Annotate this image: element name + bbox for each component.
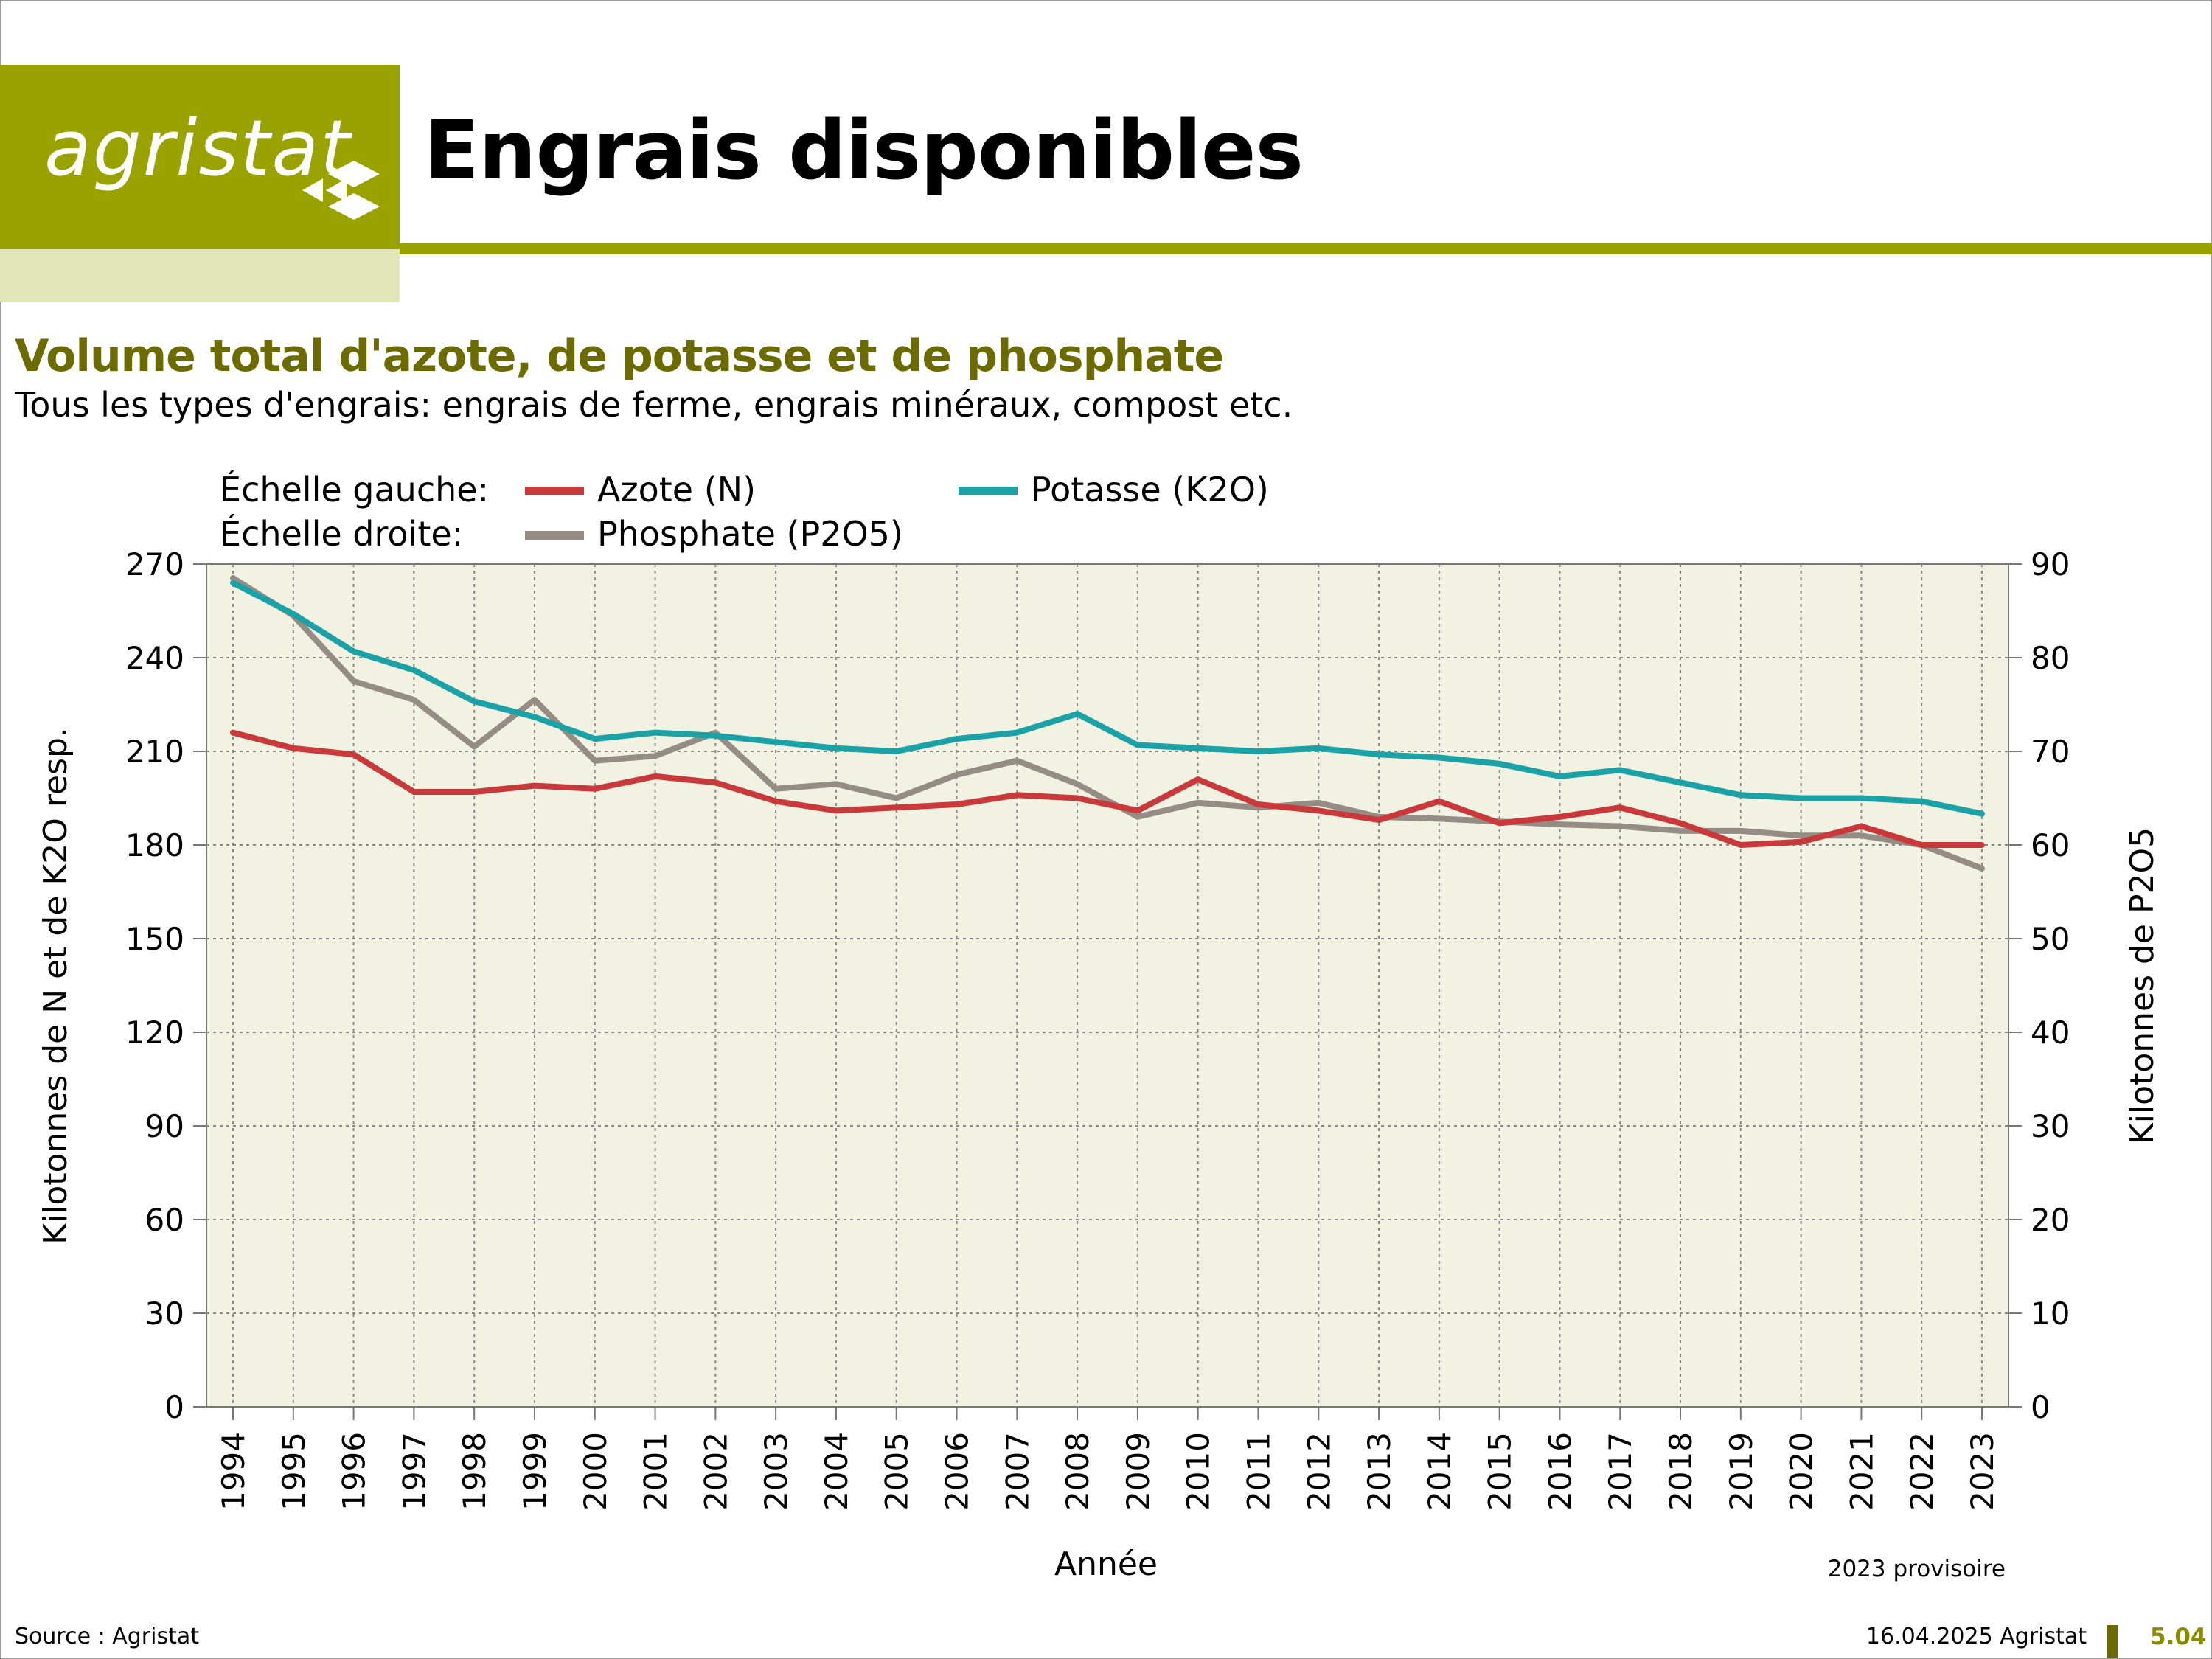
y-tick-label-right: 60 bbox=[2031, 827, 2070, 863]
x-tick-label: 2022 bbox=[1904, 1432, 1940, 1511]
y-tick-label-right: 20 bbox=[2031, 1202, 2070, 1238]
source-note: Source : Agristat bbox=[15, 1624, 199, 1649]
y-tick-label-left: 60 bbox=[145, 1202, 184, 1238]
x-tick-label: 2020 bbox=[1784, 1432, 1820, 1511]
x-tick-label: 2023 bbox=[1964, 1432, 2000, 1511]
x-tick-label: 1996 bbox=[336, 1432, 372, 1511]
x-tick-label: 2011 bbox=[1240, 1432, 1276, 1511]
y-tick-label-right: 10 bbox=[2031, 1295, 2070, 1332]
x-tick-label: 2017 bbox=[1602, 1432, 1638, 1511]
chart-description: Tous les types d'engrais: engrais de fer… bbox=[15, 385, 1293, 425]
y-tick-label-right: 70 bbox=[2031, 734, 2070, 770]
axes: 0 30 60 90 120 150 180 210 240 270 0 10 20 30 40 50 60 70… bbox=[125, 546, 2070, 1511]
y-tick-label-right: 30 bbox=[2031, 1108, 2070, 1144]
x-tick-label: 2008 bbox=[1060, 1432, 1096, 1511]
x-tick-label: 1997 bbox=[396, 1432, 432, 1511]
y-tick-label-left: 270 bbox=[125, 546, 184, 582]
x-tick-label: 1998 bbox=[456, 1432, 493, 1511]
x-tick-label: 2014 bbox=[1422, 1432, 1458, 1511]
footer-date: 16.04.2025 Agristat bbox=[1865, 1624, 2087, 1649]
y-tick-label-left: 210 bbox=[125, 734, 184, 770]
x-tick-label: 2001 bbox=[638, 1432, 674, 1511]
x-tick-label: 2000 bbox=[577, 1432, 613, 1511]
x-tick-label: 2018 bbox=[1663, 1432, 1699, 1511]
header-rule bbox=[400, 243, 2212, 254]
logo-panel bbox=[0, 65, 400, 249]
x-tick-label: 2012 bbox=[1301, 1432, 1337, 1511]
x-tick-label: 2005 bbox=[879, 1432, 915, 1511]
page-title: Engrais disponibles bbox=[424, 103, 1304, 198]
y-tick-label-left: 30 bbox=[145, 1295, 184, 1332]
footer-divider bbox=[2107, 1625, 2118, 1658]
grid-lines bbox=[206, 564, 2008, 1407]
x-tick-label: 2009 bbox=[1120, 1432, 1156, 1511]
page-number: 5.04 bbox=[2150, 1624, 2207, 1650]
x-tick-label: 2010 bbox=[1180, 1432, 1217, 1511]
x-tick-label: 1995 bbox=[276, 1432, 312, 1511]
y-tick-label-right: 80 bbox=[2031, 640, 2070, 676]
y-tick-label-left: 180 bbox=[125, 827, 184, 863]
y-tick-label-left: 240 bbox=[125, 640, 184, 676]
x-tick-label: 2004 bbox=[818, 1432, 855, 1511]
x-tick-label: 2007 bbox=[999, 1432, 1035, 1511]
x-tick-label: 2002 bbox=[698, 1432, 734, 1511]
plot-area bbox=[206, 563, 2009, 1408]
y-tick-label-right: 90 bbox=[2031, 546, 2070, 582]
y-tick-label-left: 120 bbox=[125, 1015, 184, 1051]
legend-label-potasse: Potasse (K2O) bbox=[1031, 470, 1269, 509]
x-tick-label: 2021 bbox=[1843, 1432, 1879, 1511]
x-tick-label: 2016 bbox=[1542, 1432, 1578, 1511]
agristat-logo-icon bbox=[302, 161, 380, 220]
y-tick-label-left: 150 bbox=[125, 921, 184, 957]
x-tick-label: 1999 bbox=[517, 1432, 553, 1511]
phosphate-line bbox=[230, 575, 1985, 872]
y-tick-label-right: 40 bbox=[2031, 1015, 2070, 1051]
legend-label-azote: Azote (N) bbox=[597, 470, 756, 509]
provisional-note: 2023 provisoire bbox=[1828, 1556, 2006, 1582]
potasse-line bbox=[230, 580, 1985, 817]
legend-scale-left: Échelle gauche: bbox=[220, 470, 489, 509]
azote-line bbox=[230, 729, 1985, 848]
x-tick-label: 1994 bbox=[215, 1432, 251, 1511]
legend: Échelle gauche: Échelle droite: Azote (N… bbox=[220, 470, 1269, 554]
x-tick-label: 2013 bbox=[1361, 1432, 1397, 1511]
agristat-logo-text: agristat bbox=[44, 103, 352, 193]
legend-scale-right: Échelle droite: bbox=[220, 514, 463, 554]
x-axis-label: Année bbox=[1054, 1545, 1158, 1583]
y-tick-label-left: 90 bbox=[145, 1108, 184, 1144]
series-lines bbox=[230, 575, 1985, 872]
y-axis-label-left: Kilotonnes de N et de K2O resp. bbox=[37, 727, 74, 1245]
x-tick-label: 2003 bbox=[758, 1432, 794, 1511]
x-tick-label: 2019 bbox=[1723, 1432, 1759, 1511]
y-tick-label-left: 0 bbox=[164, 1389, 184, 1425]
logo-underlay bbox=[0, 249, 400, 302]
y-axis-label-right: Kilotonnes de P2O5 bbox=[2124, 827, 2161, 1144]
chart-title: Volume total d'azote, de potasse et de p… bbox=[15, 330, 1224, 382]
y-tick-label-right: 0 bbox=[2031, 1389, 2051, 1425]
x-tick-label: 2015 bbox=[1482, 1432, 1518, 1511]
x-tick-label: 2006 bbox=[939, 1432, 975, 1511]
legend-label-phosphate: Phosphate (P2O5) bbox=[597, 514, 903, 554]
y-tick-label-right: 50 bbox=[2031, 921, 2070, 957]
